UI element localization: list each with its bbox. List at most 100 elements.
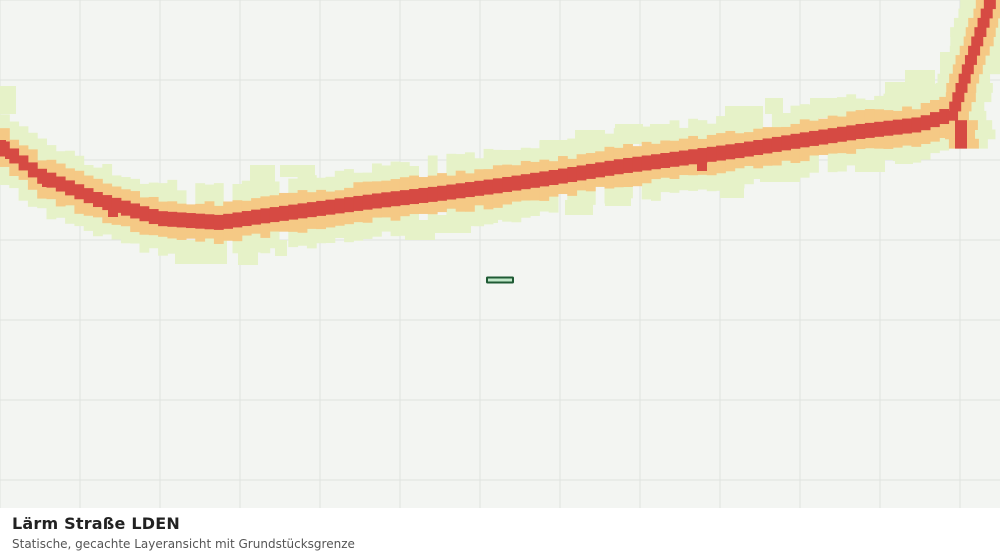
noise-cell-high — [706, 146, 717, 162]
noise-cell-high — [697, 148, 708, 164]
noise-cell-high — [139, 206, 150, 222]
noise-cell-high — [186, 213, 196, 229]
noise-cell-high — [827, 128, 838, 144]
noise-cell-high — [946, 110, 959, 121]
noise-cell-high — [977, 17, 990, 28]
noise-cell-high — [232, 212, 243, 228]
noise-cell-low — [238, 240, 258, 265]
noise-cell-low — [565, 200, 593, 215]
noise-cell-high — [952, 92, 965, 103]
noise-cell-high — [37, 168, 47, 184]
noise-cell-high — [744, 141, 754, 157]
noise-cell-high — [260, 208, 271, 224]
noise-cell-high — [372, 193, 382, 209]
noise-cell-high — [958, 73, 971, 84]
noise-cell-high — [949, 101, 962, 112]
noise-cell-low — [435, 215, 471, 233]
noise-cell-high — [27, 162, 38, 178]
noise-cell-low — [280, 165, 315, 177]
noise-cell-low — [250, 165, 275, 185]
noise-cell-high — [455, 183, 466, 199]
noise-cell-high — [158, 211, 168, 227]
noise-cell-high — [427, 186, 438, 202]
noise-cell-high — [130, 203, 140, 219]
noise-cell-high — [968, 45, 981, 56]
map-view[interactable] — [0, 0, 1000, 508]
noise-cell-high — [623, 157, 633, 173]
noise-cell-low — [905, 70, 935, 100]
noise-cell-high — [520, 174, 531, 190]
noise-cell-high — [604, 160, 615, 176]
noise-cell-high — [353, 195, 364, 211]
noise-cell-high — [961, 64, 974, 75]
parcel-boundary[interactable] — [486, 276, 514, 284]
noise-cell-high — [502, 176, 512, 192]
noise-cell-high — [74, 184, 85, 200]
noise-cell-high — [223, 213, 233, 229]
noise-cell-high — [725, 144, 736, 160]
noise-cell-low — [615, 124, 643, 144]
noise-cell-high — [409, 189, 419, 205]
noise-cell-high — [781, 135, 791, 151]
noise-cell-high — [939, 109, 950, 125]
noise-cell-high — [55, 176, 66, 192]
noise-cell-high — [288, 204, 299, 220]
noise-cell-high — [974, 27, 987, 37]
noise-cell-high — [855, 123, 866, 139]
noise-cell-high — [971, 36, 984, 47]
noise-cell-high — [883, 120, 894, 136]
noise-cell-high — [955, 138, 967, 149]
noise-cell-high — [18, 155, 29, 171]
noise-cell-high — [362, 194, 373, 210]
noise-cell-high — [539, 171, 550, 187]
noise-cell-high — [964, 55, 977, 65]
noise-cell-high — [297, 203, 308, 219]
noise-cell-low — [650, 124, 678, 144]
noise-cell-low — [765, 98, 783, 114]
noise-cell-low — [760, 162, 800, 182]
noise-cell-high — [651, 154, 661, 170]
noise-cell-high — [790, 133, 801, 149]
noise-cell-high — [102, 195, 113, 211]
noise-cell-low — [275, 240, 287, 256]
noise-zone-high — [0, 0, 996, 230]
noise-cell-high — [955, 120, 967, 130]
noise-cell-high — [390, 191, 401, 207]
noise-cell-high — [279, 205, 289, 221]
noise-cell-high — [697, 162, 707, 171]
noise-cell-high — [734, 143, 745, 159]
noise-cell-high — [809, 130, 819, 146]
noise-cell-low — [405, 220, 435, 240]
noise-cell-high — [874, 121, 884, 137]
layer-caption: Lärm Straße LDEN Statische, gecachte Lay… — [0, 508, 1000, 560]
noise-cell-high — [753, 140, 764, 156]
noise-cell-high — [548, 169, 559, 185]
noise-cell-high — [213, 214, 224, 230]
noise-cell-low — [855, 150, 885, 172]
noise-cell-high — [902, 118, 912, 134]
noise-cell-low — [885, 82, 909, 102]
noise-cell-high — [864, 122, 875, 138]
noise-cell-high — [381, 192, 392, 208]
noise-cell-high — [613, 159, 624, 175]
noise-cell-high — [595, 162, 605, 178]
noise-cell-high — [399, 190, 410, 206]
layer-subtitle: Statische, gecachte Layeransicht mit Gru… — [12, 537, 355, 551]
noise-cell-high — [641, 155, 652, 171]
noise-cell-low — [575, 130, 605, 152]
noise-cell-high — [42, 178, 52, 187]
noise-cell-low — [175, 240, 227, 264]
noise-cell-high — [108, 208, 118, 217]
noise-cell-high — [251, 209, 261, 225]
noise-cell-high — [983, 0, 996, 10]
noise-cell-high — [678, 150, 689, 166]
noise-cell-low — [0, 86, 16, 114]
noise-cell-high — [176, 212, 187, 228]
noise-cell-high — [418, 187, 429, 203]
noise-cell-high — [316, 200, 326, 216]
noise-cell-high — [530, 172, 540, 188]
noise-cell-high — [771, 136, 782, 152]
noise-cell-high — [437, 185, 447, 201]
noise-cell-high — [148, 209, 159, 225]
noise-cell-low — [895, 146, 913, 164]
